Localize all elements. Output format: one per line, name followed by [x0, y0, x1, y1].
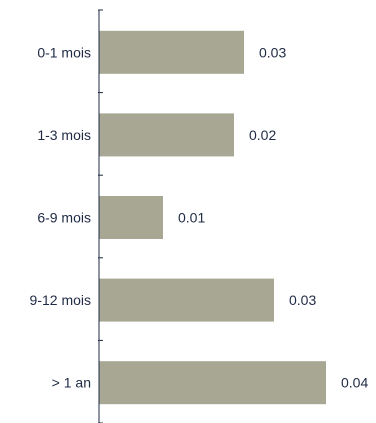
value-label: 0.03: [289, 292, 316, 308]
value-label: 0.01: [178, 210, 205, 226]
bar: [99, 30, 244, 74]
category-label: > 1 an: [52, 375, 91, 391]
value-label: 0.04: [341, 375, 368, 391]
bars-group: [99, 30, 326, 405]
category-label: 9-12 mois: [30, 292, 91, 308]
bar: [99, 113, 234, 157]
value-label: 0.02: [249, 127, 276, 143]
value-label: 0.03: [259, 44, 286, 60]
bar: [99, 278, 274, 322]
axis-group: [98, 9, 103, 423]
category-label: 0-1 mois: [37, 44, 91, 60]
category-label: 1-3 mois: [37, 127, 91, 143]
bar: [99, 196, 163, 239]
labels-group: 0-1 mois 0.03 1-3 mois 0.02 6-9 mois 0.01 9-12…: [30, 44, 369, 390]
category-label: 6-9 mois: [37, 210, 91, 226]
bar: [99, 361, 326, 405]
